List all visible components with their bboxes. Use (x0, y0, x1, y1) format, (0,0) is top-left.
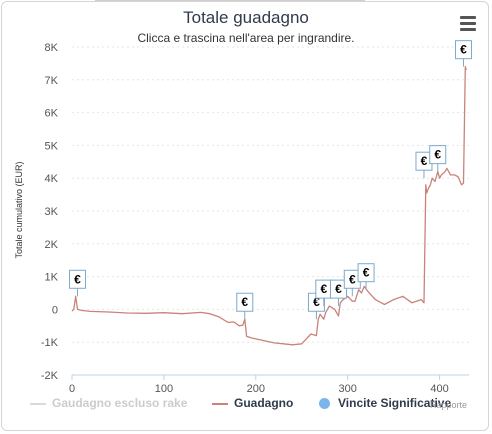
x-tick-label: 400 (430, 383, 448, 395)
y-tick-label: 7K (45, 75, 59, 87)
menu-bar-icon (460, 16, 476, 19)
marker-label: € (313, 295, 320, 309)
credit-link[interactable]: Rapporte (430, 400, 468, 410)
chart-subtitle: Clicca e trascina nell'area per ingrandi… (137, 31, 355, 45)
y-tick-label: -2K (41, 370, 59, 382)
x-tick-label: 0 (69, 383, 75, 395)
legend-label: Guadagno (234, 396, 294, 410)
menu-bar-icon (460, 22, 476, 25)
chart-title: Totale guadagno (183, 8, 309, 27)
y-axis-title: Totale cumulativo (EUR) (14, 161, 24, 258)
marker-label: € (320, 282, 327, 296)
win-marker[interactable]: € (454, 40, 472, 67)
legend-line-swatch (30, 403, 46, 405)
marker-label: € (434, 148, 441, 162)
marker-flag (454, 40, 472, 60)
legend-dot-swatch (319, 398, 330, 409)
marker-flag (429, 145, 447, 165)
y-tick-label: 8K (45, 42, 59, 54)
marker-label: € (363, 266, 370, 280)
win-marker[interactable]: € (69, 269, 87, 297)
y-tick-label: 1K (45, 272, 59, 284)
menu-bar-icon (460, 28, 476, 31)
marker-label: € (421, 154, 428, 168)
win-marker[interactable]: € (429, 145, 447, 172)
legend-label: Gaudagno escluso rake (52, 396, 188, 410)
marker-flag (330, 279, 348, 299)
win-marker[interactable]: € (236, 292, 254, 320)
marker-label: € (460, 43, 467, 57)
marker-flag (69, 269, 87, 289)
y-tick-label: 3K (45, 206, 59, 218)
legend-line-swatch (212, 403, 228, 405)
series-line-guadagno[interactable] (71, 66, 467, 346)
win-marker[interactable]: € (415, 151, 433, 179)
y-tick-label: 6K (45, 108, 59, 120)
y-tick-label: 2K (45, 239, 59, 251)
y-tick-label: 5K (45, 140, 59, 152)
x-tick-label: 100 (155, 383, 173, 395)
win-marker[interactable]: € (330, 279, 348, 307)
marker-label: € (335, 282, 342, 296)
x-tick-label: 200 (247, 383, 265, 395)
marker-label: € (241, 295, 248, 309)
x-tick-label: 300 (339, 383, 357, 395)
win-marker[interactable]: € (357, 263, 375, 290)
y-tick-label: 0 (52, 304, 58, 316)
legend-label: Vincite Significative (338, 396, 452, 410)
top-divider (95, 0, 365, 1)
marker-label: € (349, 272, 356, 286)
y-tick-label: -1K (41, 337, 59, 349)
marker-flag (357, 263, 375, 283)
marker-label: € (74, 272, 81, 286)
y-tick-label: 4K (45, 173, 59, 185)
context-menu-button[interactable] (458, 14, 480, 32)
marker-flag (236, 292, 254, 312)
